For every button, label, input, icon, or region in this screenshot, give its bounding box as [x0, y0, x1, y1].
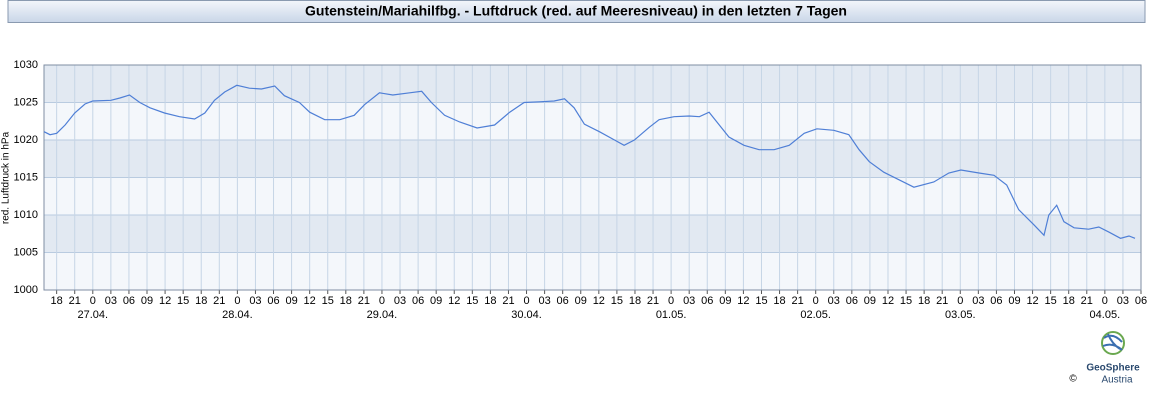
x-tick-label: 06: [123, 295, 135, 307]
x-tick-label: 06: [701, 295, 713, 307]
day-label: 03.05.: [945, 309, 976, 321]
x-tick-label: 06: [1135, 295, 1147, 307]
grid-band: [44, 65, 1141, 103]
y-tick-label: 1030: [14, 59, 38, 71]
x-tick-label: 03: [972, 295, 984, 307]
x-tick-label: 06: [846, 295, 858, 307]
day-label: 01.05.: [656, 309, 687, 321]
x-tick-label: 09: [864, 295, 876, 307]
x-tick-label: 0: [813, 295, 819, 307]
x-tick-label: 15: [322, 295, 334, 307]
day-label: 02.05.: [800, 309, 831, 321]
x-tick-label: 0: [90, 295, 96, 307]
x-tick-label: 18: [51, 295, 63, 307]
x-tick-label: 0: [379, 295, 385, 307]
x-tick-label: 0: [957, 295, 963, 307]
x-tick-label: 06: [267, 295, 279, 307]
x-tick-label: 15: [611, 295, 623, 307]
grid-band: [44, 215, 1141, 253]
x-tick-label: 18: [340, 295, 352, 307]
x-tick-label: 15: [177, 295, 189, 307]
x-tick-label: 21: [936, 295, 948, 307]
copyright: ©: [1069, 374, 1077, 385]
x-tick-label: 12: [448, 295, 460, 307]
y-axis-label: red. Luftdruck in hPa: [1, 131, 12, 224]
x-tick-label: 18: [1063, 295, 1075, 307]
x-tick-label: 06: [412, 295, 424, 307]
x-tick-label: 06: [990, 295, 1002, 307]
logo-sub: Austria: [1101, 375, 1133, 386]
y-tick-label: 1025: [14, 96, 38, 108]
x-tick-label: 21: [502, 295, 514, 307]
x-tick-label: 09: [141, 295, 153, 307]
x-tick-label: 18: [484, 295, 496, 307]
day-label: 04.05.: [1090, 309, 1121, 321]
x-tick-label: 09: [285, 295, 297, 307]
x-tick-label: 21: [647, 295, 659, 307]
x-tick-label: 18: [918, 295, 930, 307]
y-tick-label: 1000: [14, 284, 38, 296]
x-tick-label: 21: [358, 295, 370, 307]
x-tick-label: 21: [1081, 295, 1093, 307]
x-tick-label: 12: [1026, 295, 1038, 307]
x-tick-label: 09: [719, 295, 731, 307]
x-tick-label: 03: [105, 295, 117, 307]
x-tick-label: 21: [213, 295, 225, 307]
x-tick-label: 12: [737, 295, 749, 307]
x-tick-label: 03: [538, 295, 550, 307]
x-tick-label: 0: [668, 295, 674, 307]
y-tick-label: 1005: [14, 246, 38, 258]
x-tick-label: 0: [523, 295, 529, 307]
x-tick-label: 15: [466, 295, 478, 307]
chart-title: Gutenstein/Mariahilfbg. - Luftdruck (red…: [305, 3, 847, 19]
x-tick-label: 03: [394, 295, 406, 307]
grid-band: [44, 252, 1141, 290]
x-tick-label: 15: [900, 295, 912, 307]
plot-area: [44, 64, 1141, 291]
day-label: 28.04.: [222, 309, 253, 321]
x-tick-label: 15: [755, 295, 767, 307]
x-tick-label: 18: [773, 295, 785, 307]
x-tick-label: 21: [791, 295, 803, 307]
x-tick-label: 03: [683, 295, 695, 307]
grid-band: [44, 102, 1141, 140]
x-tick-label: 12: [882, 295, 894, 307]
plot-frame: [43, 64, 1142, 291]
grid-band: [44, 140, 1141, 178]
x-tick-label: 18: [195, 295, 207, 307]
y-tick-label: 1015: [14, 171, 38, 183]
x-tick-label: 03: [828, 295, 840, 307]
x-tick-label: 03: [249, 295, 261, 307]
x-tick-label: 09: [575, 295, 587, 307]
grid-band: [44, 177, 1141, 215]
x-tick-label: 03: [1117, 295, 1129, 307]
day-label: 27.04.: [77, 309, 108, 321]
y-tick-label: 1010: [14, 209, 38, 221]
x-tick-label: 21: [69, 295, 81, 307]
day-label: 29.04.: [367, 309, 398, 321]
x-tick-label: 06: [557, 295, 569, 307]
title-bar: [7, 0, 1146, 23]
x-tick-label: 12: [159, 295, 171, 307]
x-tick-label: 0: [1102, 295, 1108, 307]
logo-icon: [1101, 331, 1125, 355]
x-tick-label: 12: [593, 295, 605, 307]
y-tick-label: 1020: [14, 134, 38, 146]
x-tick-label: 09: [1008, 295, 1020, 307]
x-tick-label: 18: [629, 295, 641, 307]
x-tick-label: 12: [304, 295, 316, 307]
logo-icon: [1102, 333, 1123, 351]
x-tick-label: 0: [234, 295, 240, 307]
day-label: 30.04.: [511, 309, 542, 321]
x-tick-label: 15: [1045, 295, 1057, 307]
logo: GeoSphere © Austria: [1069, 331, 1140, 386]
x-tick-label: 09: [430, 295, 442, 307]
logo-name: GeoSphere: [1086, 363, 1140, 374]
data-line: [43, 84, 1136, 239]
